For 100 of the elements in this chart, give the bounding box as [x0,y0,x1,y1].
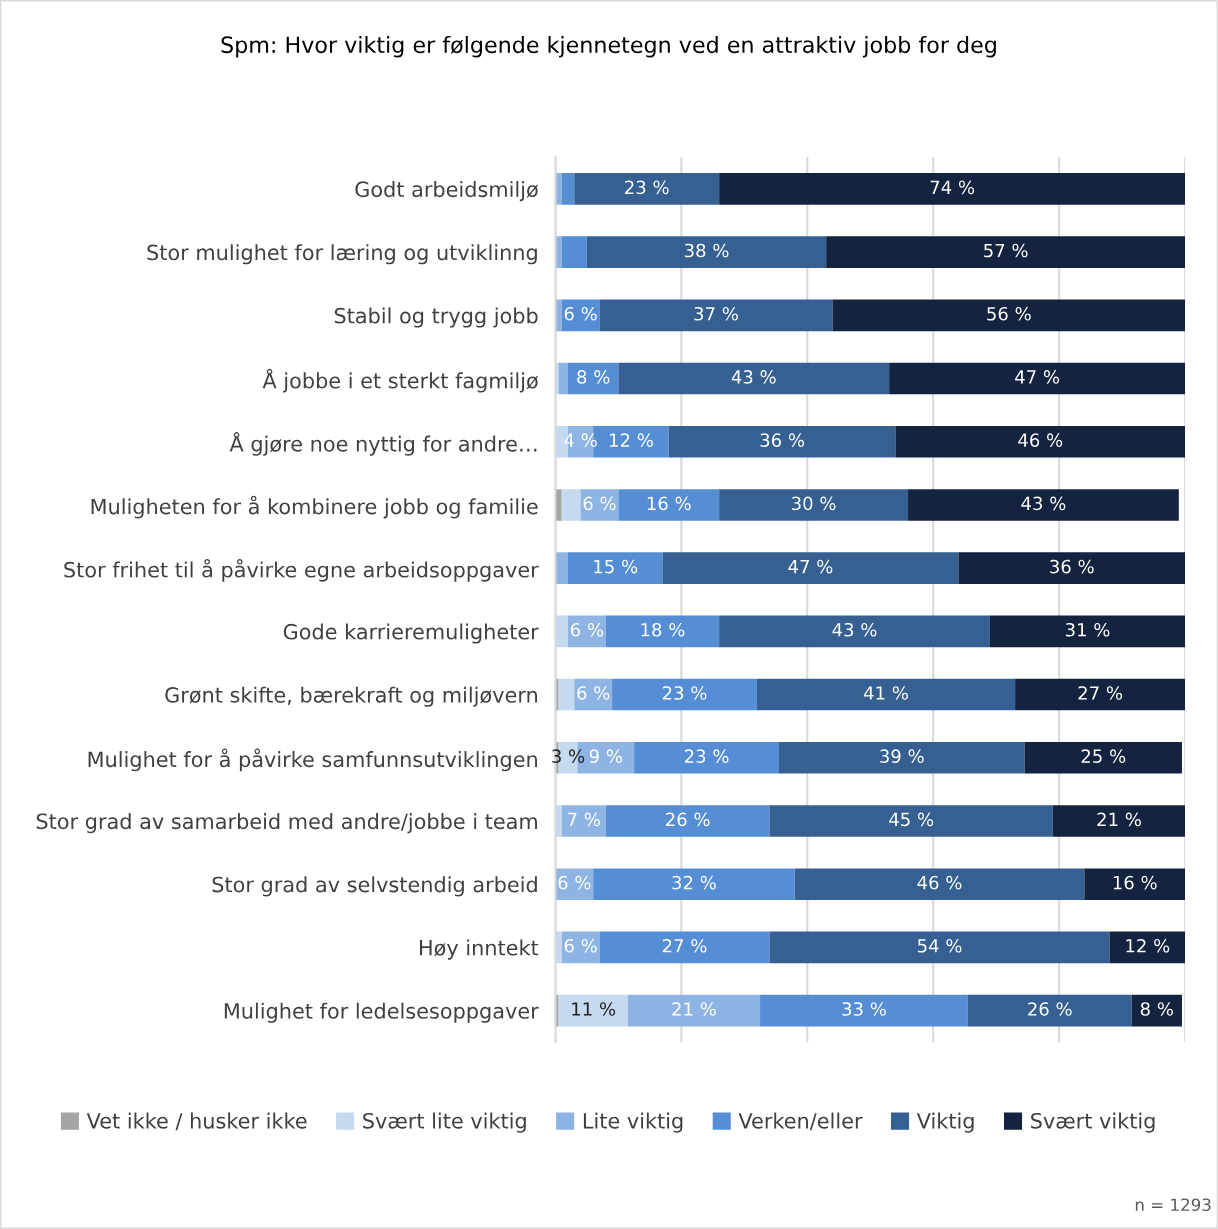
data-label: 26 % [1028,1002,1072,1016]
bar [826,236,1186,268]
y-tick-label: Å jobbe i et sterkt fagmiljø [262,368,538,393]
data-label: 31 % [1065,622,1110,637]
bar [555,489,562,521]
data-label: 33 % [842,1002,886,1016]
data-label: 23 % [625,180,669,195]
y-tick-label: Muligheten for å kombinere jobb og familie [91,495,538,519]
data-label: 54 % [917,938,962,953]
data-label: 43 % [832,622,877,637]
data-label: 45 % [889,812,934,827]
bar [895,425,1186,458]
y-tick-label: Gode karrieremuligheter [283,623,539,644]
data-label: 37 % [694,306,738,321]
data-label: 27 % [662,938,707,953]
data-label: 36 % [760,433,805,447]
bar [568,362,619,395]
y-tick-label: Stor grad av samarbeid med andre/jobbe i team [36,813,537,834]
bar [760,994,968,1027]
bar [668,425,896,458]
data-label: 11 % [572,1002,616,1016]
bar [555,299,562,332]
bar [605,615,720,648]
bar [580,489,619,521]
bar [555,615,568,648]
data-label: 46 % [1018,433,1063,447]
data-label: 23 % [662,686,707,700]
data-label: 8 % [577,370,610,384]
bar [555,805,562,837]
bar [778,741,1025,774]
bar [634,741,779,774]
y-tick-label: Stor mulighet for læring og utviklinng [147,244,537,265]
bar [889,362,1186,395]
bar [555,931,562,964]
bar [555,868,594,900]
chart-title: Spm: Hvor viktig er følgende kjennetegn ved en attraktiv jobb for deg [221,35,996,58]
data-label: 57 % [984,243,1028,258]
bar [794,868,1085,900]
bar [555,678,559,711]
bar [769,931,1110,964]
data-label: 16 % [647,496,691,511]
data-label: 6 % [583,496,616,511]
data-label: 41 % [863,686,908,700]
data-label: 18 % [641,622,685,637]
bar [1131,994,1182,1027]
bar [1015,678,1186,711]
bar [719,615,990,648]
y-tick-label: Godt arbeidsmiljø [355,181,538,202]
bar [618,362,890,395]
y-tick-label: Stor grad av selvstendig arbeid [212,876,537,897]
data-label: 47 % [788,559,833,574]
y-tick-label: Høy inntekt [420,939,539,960]
data-label: 21 % [672,1002,716,1016]
legend-label: Svært lite viktig [363,1112,526,1133]
bar [958,552,1186,584]
bar [593,868,795,900]
bar [555,173,562,205]
bar [719,173,1186,205]
data-label: 43 % [1021,496,1066,511]
data-label: 12 % [1126,938,1170,953]
data-label: 39 % [880,749,924,764]
legend-label: Verken/eller [738,1112,863,1131]
legend-label: Svært viktig [1031,1112,1155,1133]
legend-label: Vet ikke / husker ikke [86,1112,307,1131]
data-label: 6 % [577,686,610,700]
bar [555,236,562,268]
y-tick-label: Stabil og trygg jobb [334,307,538,328]
data-label: 46 % [917,875,962,890]
bar [769,805,1053,837]
bar [599,299,833,332]
data-label: 36 % [1050,559,1094,574]
bar [612,678,757,711]
data-label: 16 % [1113,875,1157,890]
bar [555,362,559,395]
bar [558,362,568,395]
text: n = 1293 [1135,1198,1211,1212]
data-label: 47 % [1015,370,1060,384]
bar [1024,741,1182,774]
bar [558,678,575,711]
data-label: 27 % [1078,686,1123,700]
data-label: 38 % [684,243,729,258]
bar [561,173,575,205]
data-label: 15 % [594,559,638,574]
bar [627,994,761,1027]
data-label: 21 % [1097,812,1141,827]
bar [558,994,628,1027]
data-label: 32 % [672,875,716,890]
bar [908,489,1179,521]
bar [756,678,1016,711]
bar [605,805,770,837]
bar [586,236,827,268]
bar [599,931,770,964]
bar [561,805,606,837]
data-label: 6 % [558,875,591,890]
legend-label: Lite viktig [583,1112,683,1133]
bar [618,489,720,521]
data-label: 3 % [552,749,585,764]
bar [555,994,559,1027]
data-label: 30 % [792,496,836,511]
y-tick-label: Mulighet for å påvirke samfunnsutviklingen [88,748,537,772]
